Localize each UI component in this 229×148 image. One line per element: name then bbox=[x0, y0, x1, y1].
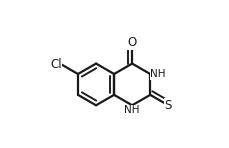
Text: NH: NH bbox=[124, 105, 139, 115]
Text: Cl: Cl bbox=[50, 58, 61, 71]
Text: O: O bbox=[127, 36, 136, 49]
Text: S: S bbox=[164, 99, 171, 112]
Text: NH: NH bbox=[150, 69, 165, 79]
